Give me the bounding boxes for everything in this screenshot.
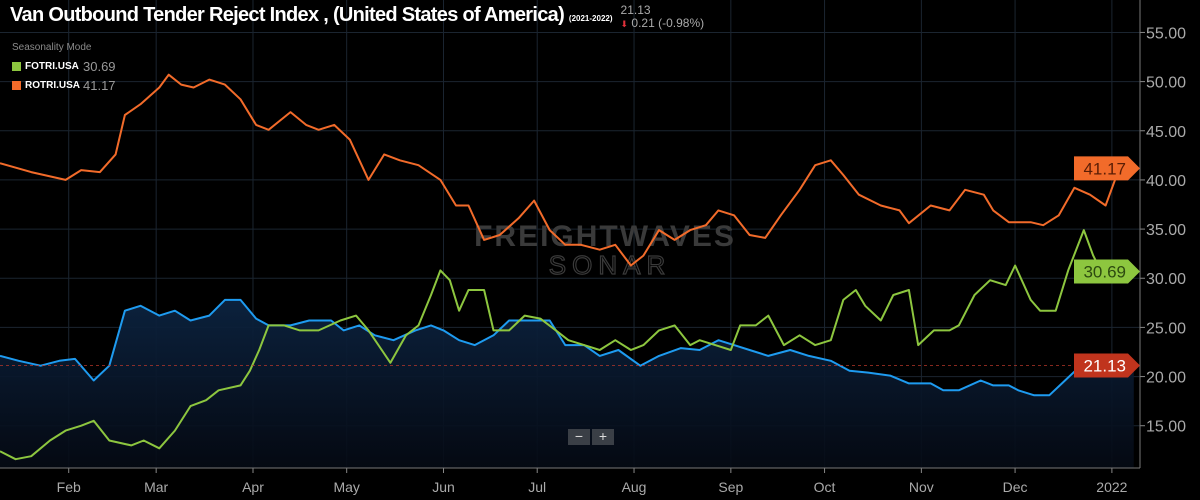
series-area-fill — [0, 299, 1134, 468]
legend-value: 30.69 — [83, 59, 116, 74]
legend: Seasonality Mode FOTRI.USA 30.69 ROTRI.U… — [12, 42, 116, 95]
change-pct: (-0.98%) — [658, 16, 705, 30]
last-value-tag: 41.17 — [1074, 156, 1140, 181]
y-tick-label: 20.00 — [1146, 370, 1186, 387]
zoom-out-button[interactable]: − — [568, 429, 590, 445]
legend-swatch — [12, 62, 21, 71]
tag-label: 30.69 — [1083, 262, 1126, 281]
last-value-tag: 21.13 — [1074, 353, 1140, 378]
last-value-tag: 30.69 — [1074, 259, 1140, 284]
y-tick-label: 25.00 — [1146, 320, 1186, 337]
tag-shape — [1074, 353, 1140, 378]
y-tick-label: 35.00 — [1146, 222, 1186, 239]
tag-label: 41.17 — [1083, 159, 1126, 178]
legend-value: 41.17 — [83, 78, 116, 93]
series-line-van-outbound-tender-reject-index — [0, 298, 1134, 397]
change-value: 0.21 — [631, 16, 655, 30]
y-tick-label: 40.00 — [1146, 173, 1186, 190]
date-range: (2021-2022) — [568, 14, 613, 23]
change: ⬇ 0.21 (-0.98%) — [621, 17, 705, 31]
last-value: 21.13 — [620, 3, 651, 17]
legend-item-rotri[interactable]: ROTRI.USA 41.17 — [12, 76, 116, 95]
y-tick-label: 55.00 — [1146, 25, 1186, 42]
series-line-fotri-usa — [0, 229, 1134, 461]
x-tick-label: Jun — [432, 479, 455, 495]
title-text: Van Outbound Tender Reject Index , (Unit… — [10, 4, 565, 26]
x-tick-label: Jul — [528, 479, 546, 495]
legend-name: FOTRI.USA — [25, 61, 79, 72]
legend-swatch — [12, 81, 21, 90]
tag-shape — [1074, 259, 1140, 284]
x-tick-label: Nov — [909, 479, 934, 495]
down-arrow-icon: ⬇ — [620, 19, 629, 29]
x-tick-label: Dec — [1003, 479, 1028, 495]
y-tick-label: 30.00 — [1146, 271, 1186, 288]
watermark-line2: SONAR — [549, 250, 671, 280]
chart-title: Van Outbound Tender Reject Index , (Unit… — [10, 3, 613, 31]
series-line-rotri-usa — [0, 73, 1135, 267]
chart-header: Van Outbound Tender Reject Index , (Unit… — [10, 3, 704, 31]
last-value-box: 21.13 ⬇ 0.21 (-0.98%) — [621, 4, 705, 31]
y-tick-label: 45.00 — [1146, 124, 1186, 141]
zoom-controls: − + — [568, 429, 614, 445]
y-tick-label: 15.00 — [1146, 419, 1186, 436]
x-tick-label: Feb — [57, 479, 81, 495]
tag-label: 21.13 — [1083, 356, 1126, 375]
legend-name: ROTRI.USA — [25, 80, 80, 91]
x-tick-label: Aug — [622, 479, 647, 495]
seasonality-mode-label: Seasonality Mode — [12, 42, 92, 53]
x-tick-label: 2022 — [1096, 479, 1127, 495]
legend-item-fotri[interactable]: FOTRI.USA 30.69 — [12, 57, 116, 76]
tag-shape — [1074, 156, 1140, 181]
x-tick-label: May — [333, 479, 359, 495]
x-tick-label: Sep — [718, 479, 743, 495]
zoom-in-button[interactable]: + — [592, 429, 614, 445]
x-tick-label: Apr — [242, 479, 264, 495]
x-tick-label: Mar — [144, 479, 168, 495]
x-tick-label: Oct — [814, 479, 836, 495]
y-tick-label: 50.00 — [1146, 75, 1186, 92]
